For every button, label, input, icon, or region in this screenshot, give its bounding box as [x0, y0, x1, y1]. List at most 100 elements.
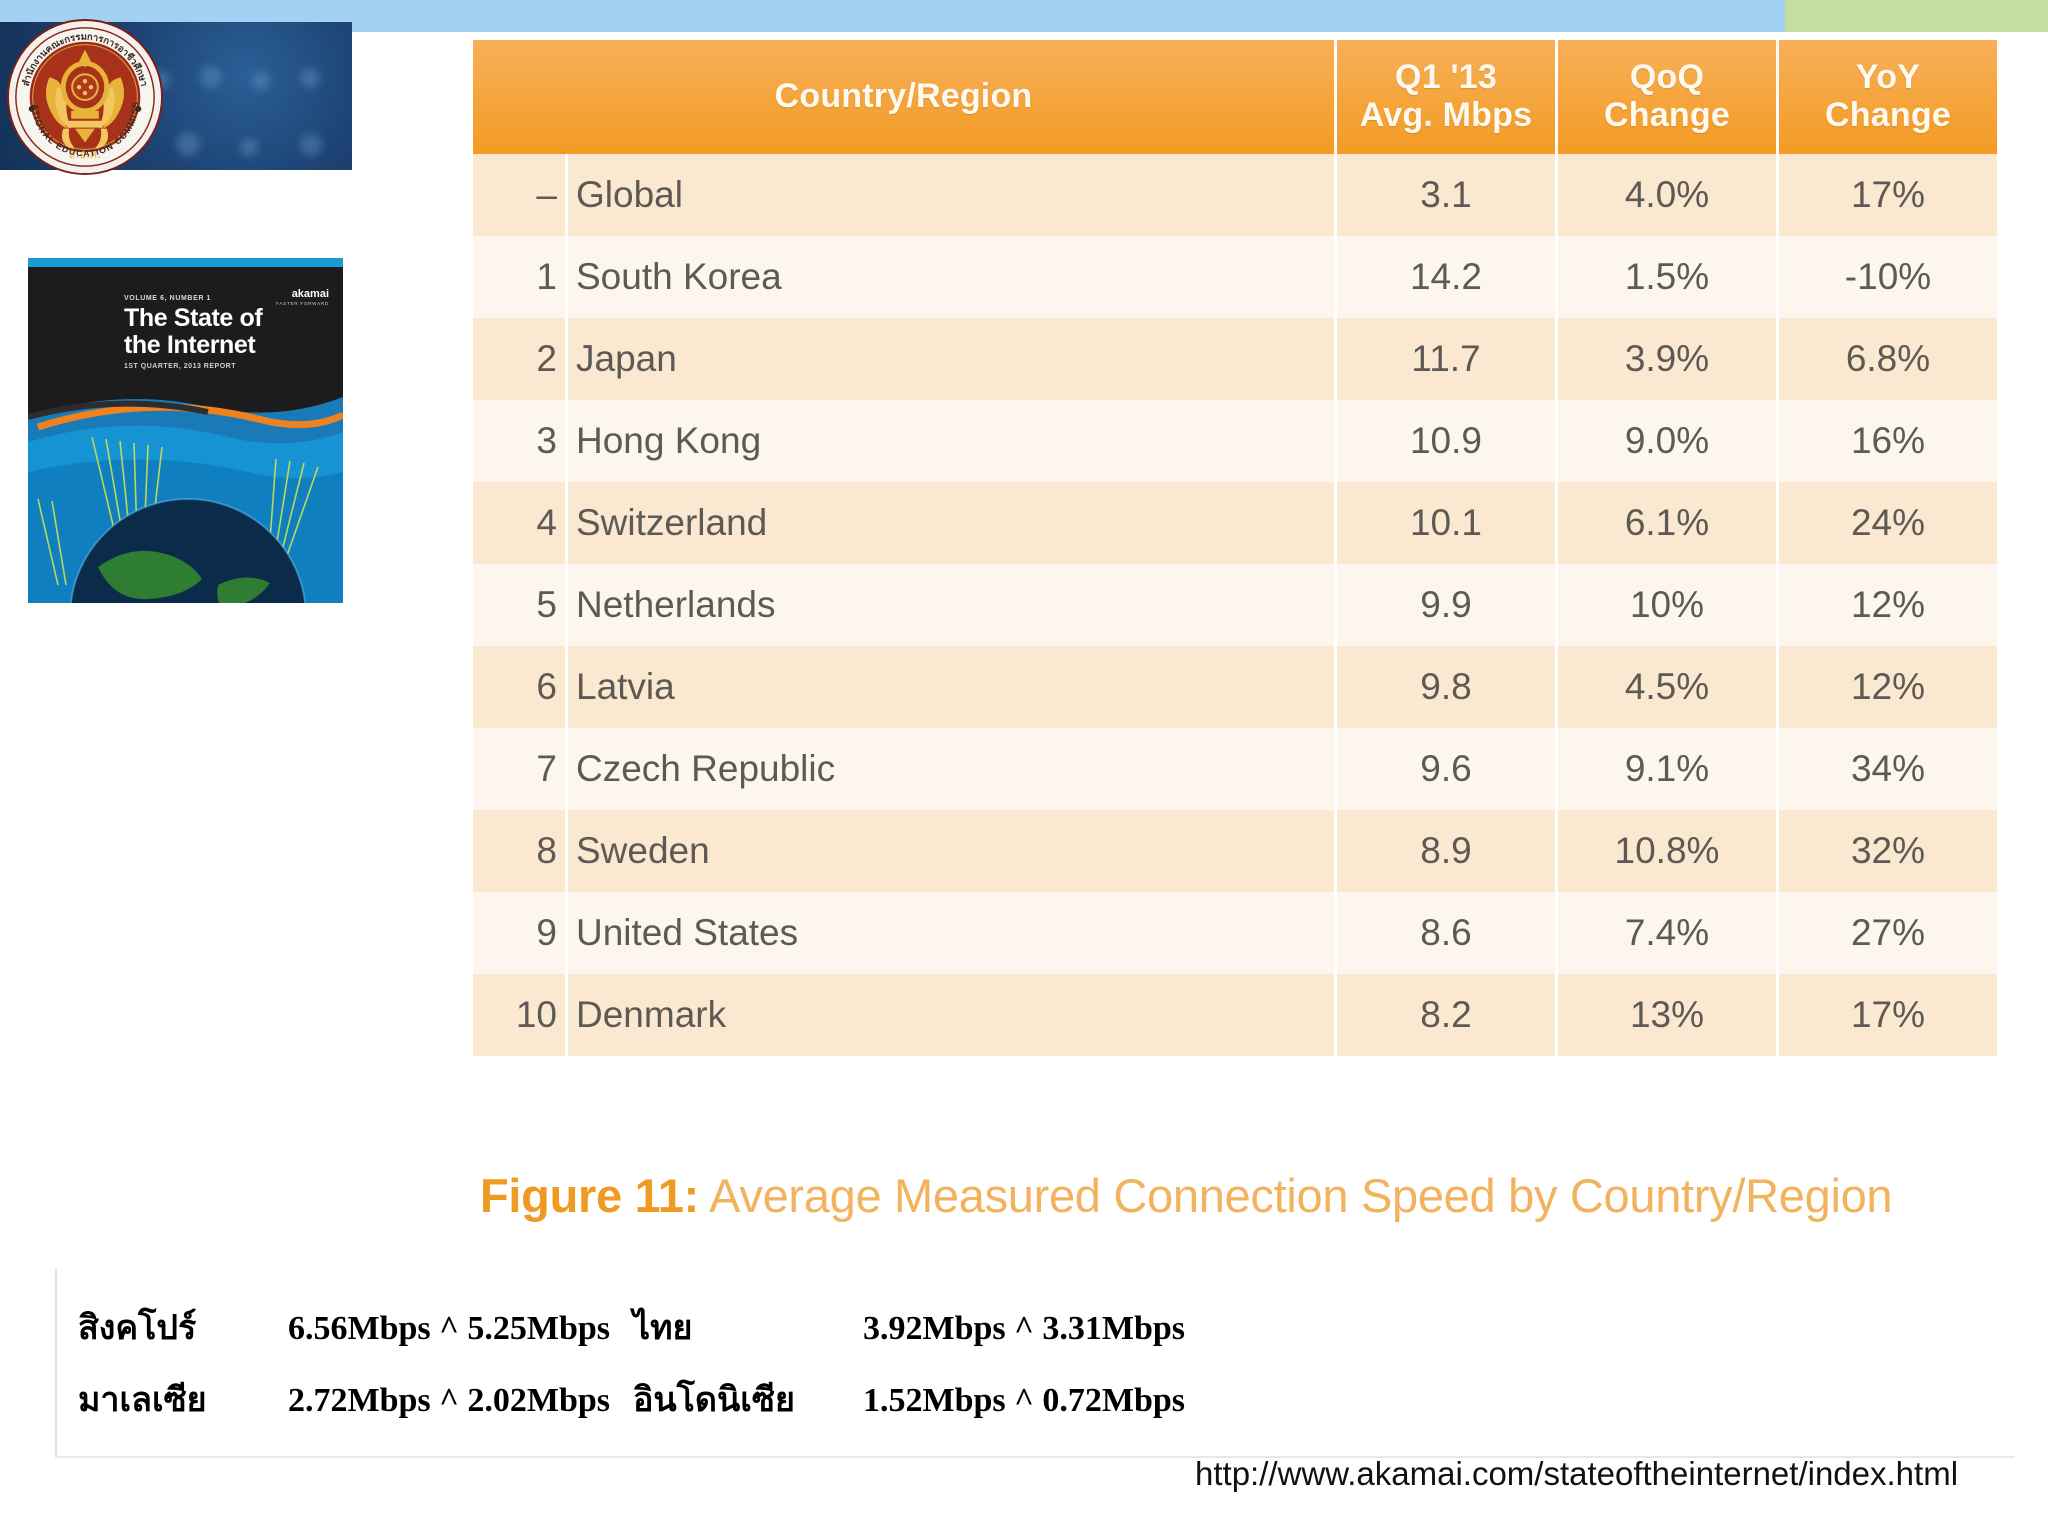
- cell-qoq: 6.1%: [1558, 482, 1776, 564]
- cell-rank: 8: [473, 810, 565, 892]
- cell-yoy: 27%: [1779, 892, 1997, 974]
- cell-rank: 2: [473, 318, 565, 400]
- column-header-yoy-line1: YoY: [1855, 58, 1921, 96]
- table-head: Country/Region Q1 '13 Avg. Mbps QoQ Chan…: [473, 40, 1997, 154]
- cell-country: Sweden: [568, 810, 1334, 892]
- seal-svg: ส.อ.ศ. สำนักงานคณะกรรมการการอาชีวศึกษา V…: [6, 18, 164, 176]
- report-cover-thumbnail: VOLUME 6, NUMBER 1 The State of the Inte…: [28, 258, 343, 603]
- table-row: 7 Czech Republic 9.6 9.1% 34%: [473, 728, 1997, 810]
- cell-yoy: 17%: [1779, 974, 1997, 1056]
- table-row: 4 Switzerland 10.1 6.1% 24%: [473, 482, 1997, 564]
- cell-qoq: 1.5%: [1558, 236, 1776, 318]
- akamai-wordmark: akamai: [291, 288, 329, 300]
- akamai-logo: akamai FASTER FORWARD: [276, 289, 329, 309]
- cover-title-line1: The State of: [124, 304, 263, 332]
- cell-avg-mbps: 10.1: [1337, 482, 1555, 564]
- vocational-education-commission-seal-icon: ส.อ.ศ. สำนักงานคณะกรรมการการอาชีวศึกษา V…: [6, 18, 164, 176]
- figure-caption-text: Average Measured Connection Speed by Cou…: [699, 1169, 1893, 1222]
- cell-qoq: 9.0%: [1558, 400, 1776, 482]
- table-header-row: Country/Region Q1 '13 Avg. Mbps QoQ Chan…: [473, 40, 1997, 154]
- cell-yoy: 17%: [1779, 154, 1997, 236]
- cover-title: The State of the Internet: [124, 304, 263, 359]
- column-header-avg-line2: Avg. Mbps: [1359, 96, 1533, 134]
- cell-country: Latvia: [568, 646, 1334, 728]
- cell-yoy: 6.8%: [1779, 318, 1997, 400]
- cell-country: South Korea: [568, 236, 1334, 318]
- cell-yoy: 12%: [1779, 564, 1997, 646]
- cell-country: Switzerland: [568, 482, 1334, 564]
- cell-country: United States: [568, 892, 1334, 974]
- cell-rank: 5: [473, 564, 565, 646]
- cell-qoq: 7.4%: [1558, 892, 1776, 974]
- cell-avg-mbps: 8.6: [1337, 892, 1555, 974]
- cell-rank: 6: [473, 646, 565, 728]
- banner-green-segment: [1785, 0, 2048, 32]
- table-row: 6 Latvia 9.8 4.5% 12%: [473, 646, 1997, 728]
- cover-title-line2: the Internet: [124, 331, 256, 359]
- cell-yoy: 32%: [1779, 810, 1997, 892]
- column-header-yoy: YoY Change: [1779, 40, 1997, 154]
- cell-qoq: 9.1%: [1558, 728, 1776, 810]
- figure-number: Figure 11:: [480, 1169, 700, 1222]
- cell-country: Netherlands: [568, 564, 1334, 646]
- cover-volume: VOLUME 6, NUMBER 1: [124, 295, 212, 302]
- cell-qoq: 4.0%: [1558, 154, 1776, 236]
- figure-caption: Figure 11: Average Measured Connection S…: [480, 1168, 2040, 1223]
- column-header-yoy-line2: Change: [1825, 96, 1951, 134]
- decorative-dot: [200, 66, 222, 88]
- cover-artwork: [28, 267, 343, 603]
- column-header-country: Country/Region: [473, 40, 1334, 154]
- bottom-divider: [55, 1456, 2015, 1458]
- table-row: 10 Denmark 8.2 13% 17%: [473, 974, 1997, 1056]
- table-body: – Global 3.1 4.0% 17% 1 South Korea 14.2 1.5% -10…: [473, 154, 1997, 1056]
- cell-country: Japan: [568, 318, 1334, 400]
- column-header-qoq-line1: QoQ: [1629, 58, 1705, 96]
- cell-avg-mbps: 8.2: [1337, 974, 1555, 1056]
- decorative-dot: [240, 138, 258, 156]
- cell-country: Czech Republic: [568, 728, 1334, 810]
- cell-yoy: 24%: [1779, 482, 1997, 564]
- cell-qoq: 10.8%: [1558, 810, 1776, 892]
- cell-avg-mbps: 9.9: [1337, 564, 1555, 646]
- cell-rank: 3: [473, 400, 565, 482]
- decorative-dot: [300, 68, 320, 88]
- thai-note-row: สิงคโปร์ 6.56Mbps ^ 5.25Mbps ไทย 3.92Mbp…: [78, 1300, 1328, 1354]
- cell-yoy: -10%: [1779, 236, 1997, 318]
- thai-country-value: 6.56Mbps ^ 5.25Mbps: [288, 1310, 611, 1347]
- thai-country-value: 2.72Mbps ^ 2.02Mbps: [288, 1382, 611, 1419]
- connection-speed-table-wrapper: Country/Region Q1 '13 Avg. Mbps QoQ Chan…: [470, 40, 2000, 1056]
- connection-speed-table: Country/Region Q1 '13 Avg. Mbps QoQ Chan…: [470, 40, 2000, 1056]
- cell-rank: 10: [473, 974, 565, 1056]
- table-row: 9 United States 8.6 7.4% 27%: [473, 892, 1997, 974]
- table-row: 3 Hong Kong 10.9 9.0% 16%: [473, 400, 1997, 482]
- thai-country-label: มาเลเซีย: [78, 1380, 207, 1420]
- decorative-dot: [252, 72, 270, 90]
- cell-country: Hong Kong: [568, 400, 1334, 482]
- column-header-avg-line1: Q1 '13: [1395, 58, 1497, 96]
- table-row: – Global 3.1 4.0% 17%: [473, 154, 1997, 236]
- left-divider: [55, 1268, 57, 1458]
- decorative-dot: [176, 132, 200, 156]
- cell-country: Global: [568, 154, 1334, 236]
- thai-note-row: มาเลเซีย 2.72Mbps ^ 2.02Mbps อินโดนิเซีย…: [78, 1372, 1328, 1426]
- cell-rank: –: [473, 154, 565, 236]
- cell-avg-mbps: 14.2: [1337, 236, 1555, 318]
- svg-text:ส.อ.ศ.: ส.อ.ศ.: [69, 148, 101, 161]
- thai-country-label: ไทย: [633, 1308, 693, 1348]
- table-row: 5 Netherlands 9.9 10% 12%: [473, 564, 1997, 646]
- decorative-dot: [300, 134, 322, 156]
- cell-avg-mbps: 11.7: [1337, 318, 1555, 400]
- cell-qoq: 13%: [1558, 974, 1776, 1056]
- cell-qoq: 10%: [1558, 564, 1776, 646]
- column-header-qoq: QoQ Change: [1558, 40, 1776, 154]
- source-url[interactable]: http://www.akamai.com/stateoftheinternet…: [1195, 1455, 1959, 1492]
- thai-country-value: 3.92Mbps ^ 3.31Mbps: [863, 1310, 1186, 1347]
- column-header-qoq-line2: Change: [1604, 96, 1730, 134]
- thai-country-value: 1.52Mbps ^ 0.72Mbps: [863, 1382, 1186, 1419]
- thai-country-label: สิงคโปร์: [78, 1308, 197, 1348]
- akamai-tagline: FASTER FORWARD: [276, 301, 329, 306]
- cell-rank: 9: [473, 892, 565, 974]
- cell-yoy: 12%: [1779, 646, 1997, 728]
- cell-avg-mbps: 3.1: [1337, 154, 1555, 236]
